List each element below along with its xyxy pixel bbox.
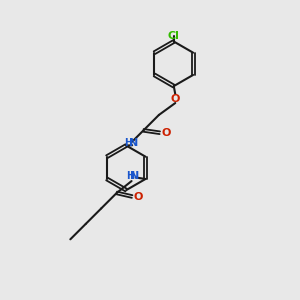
Text: O: O <box>134 191 143 202</box>
Text: O: O <box>171 94 180 103</box>
Text: N: N <box>130 171 139 181</box>
Text: N: N <box>129 139 138 148</box>
Text: H: H <box>126 171 134 181</box>
Text: H: H <box>124 139 133 148</box>
Text: O: O <box>161 128 170 138</box>
Text: Cl: Cl <box>168 31 180 40</box>
